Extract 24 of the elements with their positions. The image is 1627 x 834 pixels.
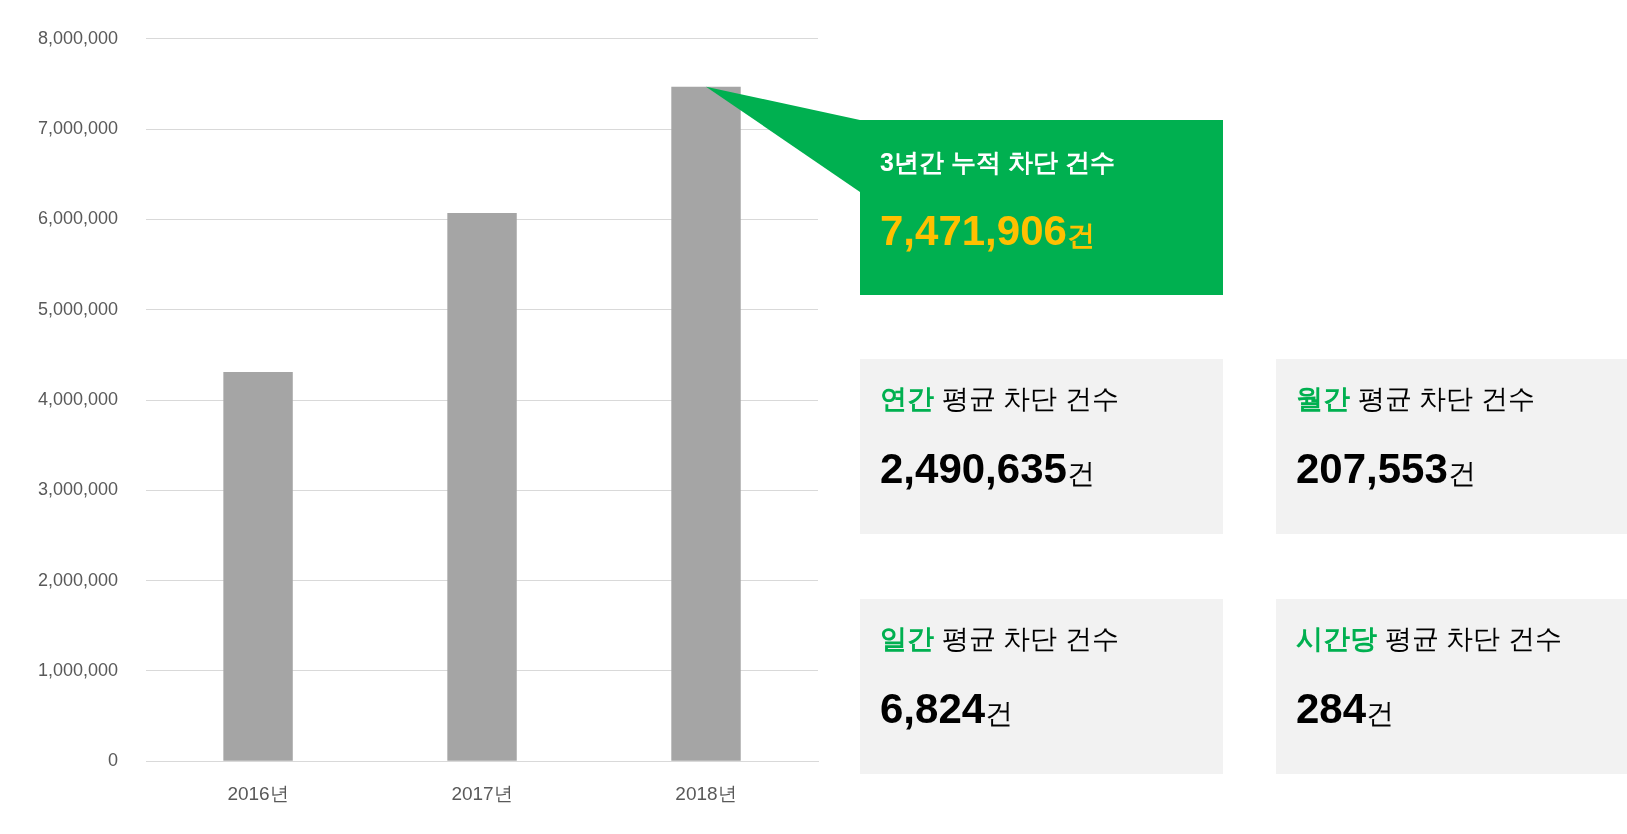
text: 284건 [1296, 685, 1396, 733]
bar [223, 372, 293, 761]
bar [447, 213, 517, 761]
y-tick-label: 4,000,000 [38, 388, 119, 409]
x-tick-label: 2017년 [451, 782, 513, 804]
y-tick-label: 2,000,000 [38, 569, 119, 590]
text: 6,824건 [880, 685, 1015, 733]
y-tick-label: 8,000,000 [38, 27, 119, 48]
y-tick-label: 1,000,000 [38, 659, 119, 680]
x-tick-label: 2016년 [227, 782, 289, 804]
text: 일간 평균 차단 건수 [880, 623, 1120, 656]
text: 207,553건 [1296, 445, 1477, 493]
x-tick-label: 2018년 [675, 782, 737, 804]
y-tick-label: 3,000,000 [38, 479, 119, 500]
text: 시간당 평균 차단 건수 [1296, 623, 1563, 656]
y-tick-label: 5,000,000 [38, 298, 119, 319]
text: 월간 평균 차단 건수 [1296, 383, 1536, 416]
text: 2,490,635건 [880, 445, 1096, 493]
y-tick-label: 0 [108, 750, 119, 771]
text: 연간 평균 차단 건수 [880, 383, 1120, 416]
y-tick-label: 7,000,000 [38, 118, 119, 139]
y-tick-label: 6,000,000 [38, 208, 119, 229]
text: 3년간 누적 차단 건수 [880, 147, 1116, 178]
text: 7,471,906건 [880, 207, 1096, 255]
